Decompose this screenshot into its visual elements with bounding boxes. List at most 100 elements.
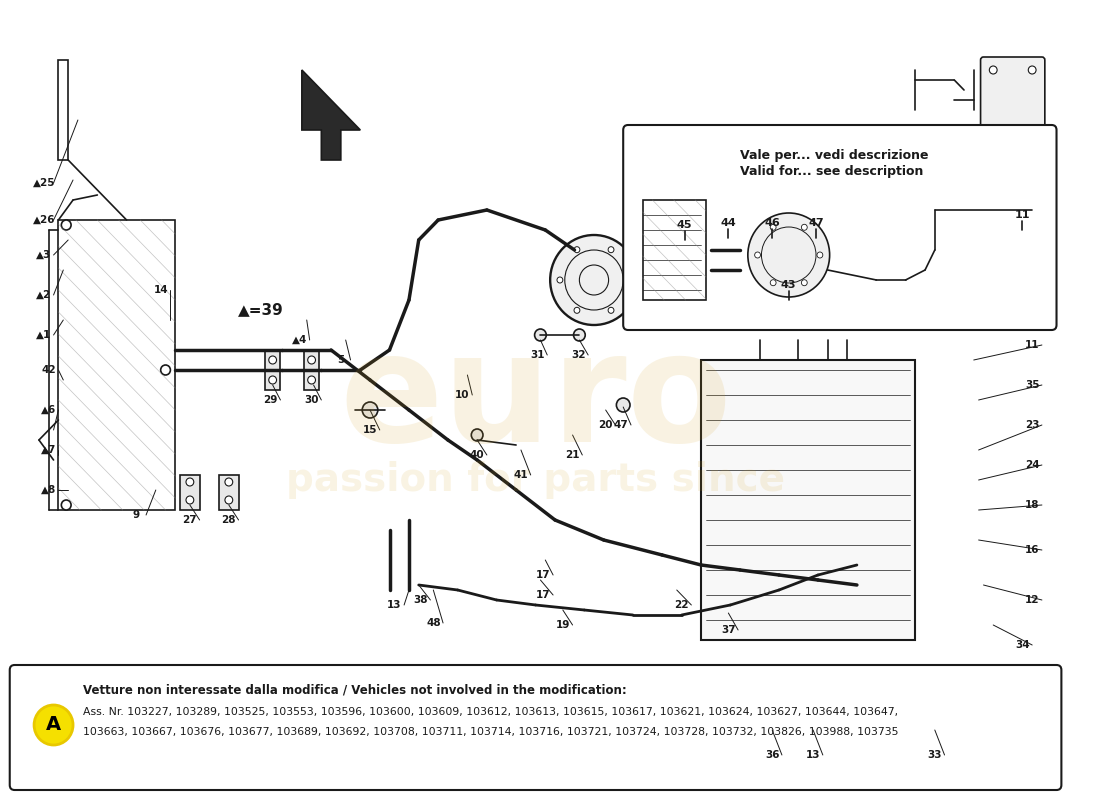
Circle shape (471, 429, 483, 441)
Text: ▲2: ▲2 (36, 290, 52, 300)
Circle shape (989, 126, 997, 134)
Text: ▲7: ▲7 (41, 445, 56, 455)
Circle shape (573, 329, 585, 341)
Text: passion for parts since: passion for parts since (286, 461, 785, 499)
Text: 12: 12 (1025, 595, 1040, 605)
Text: 19: 19 (556, 620, 570, 630)
Circle shape (574, 246, 580, 253)
Text: 17: 17 (536, 590, 551, 600)
Text: Vetture non interessate dalla modifica / Vehicles not involved in the modificati: Vetture non interessate dalla modifica /… (82, 683, 627, 697)
Text: 47: 47 (614, 420, 628, 430)
Text: 28: 28 (221, 515, 236, 525)
Text: 17: 17 (536, 570, 551, 580)
Circle shape (535, 329, 547, 341)
Circle shape (224, 496, 233, 504)
Text: ▲3: ▲3 (36, 250, 52, 260)
Text: 46: 46 (764, 218, 780, 228)
Text: 21: 21 (565, 450, 580, 460)
Text: 20: 20 (598, 420, 613, 430)
Text: 45: 45 (676, 220, 692, 230)
Circle shape (802, 280, 807, 286)
Circle shape (608, 307, 614, 314)
Text: 23: 23 (1025, 420, 1040, 430)
Circle shape (1028, 126, 1036, 134)
Circle shape (817, 252, 823, 258)
Bar (642, 200, 706, 300)
Text: 36: 36 (764, 750, 780, 760)
Circle shape (574, 307, 580, 314)
Text: ▲8: ▲8 (41, 485, 56, 495)
Circle shape (161, 365, 170, 375)
Text: 33: 33 (927, 750, 942, 760)
FancyBboxPatch shape (180, 475, 199, 510)
Text: 27: 27 (183, 515, 197, 525)
Text: 9: 9 (133, 510, 140, 520)
Bar (58, 60, 68, 160)
Circle shape (268, 356, 276, 364)
Text: 41: 41 (514, 470, 528, 480)
Text: euro: euro (339, 326, 732, 474)
Text: ▲=39: ▲=39 (238, 302, 284, 318)
Text: 47: 47 (808, 218, 824, 228)
Text: ▲26: ▲26 (33, 215, 55, 225)
Circle shape (268, 376, 276, 384)
Text: Vale per... vedi descrizione: Vale per... vedi descrizione (740, 149, 928, 162)
Circle shape (550, 235, 638, 325)
FancyBboxPatch shape (219, 475, 239, 510)
Text: ▲4: ▲4 (293, 335, 308, 345)
Text: 42: 42 (42, 365, 56, 375)
Circle shape (989, 66, 997, 74)
Text: 22: 22 (674, 600, 689, 610)
Text: ▲1: ▲1 (36, 330, 52, 340)
Text: 31: 31 (530, 350, 544, 360)
Text: Valid for... see description: Valid for... see description (740, 166, 923, 178)
Text: Ass. Nr. 103227, 103289, 103525, 103553, 103596, 103600, 103609, 103612, 103613,: Ass. Nr. 103227, 103289, 103525, 103553,… (82, 707, 898, 717)
FancyBboxPatch shape (980, 57, 1045, 143)
Text: 103663, 103667, 103676, 103677, 103689, 103692, 103708, 103711, 103714, 103716, : 103663, 103667, 103676, 103677, 103689, … (82, 727, 899, 737)
Circle shape (608, 246, 614, 253)
Text: 35: 35 (1025, 380, 1040, 390)
Circle shape (34, 705, 73, 745)
Circle shape (755, 252, 760, 258)
Circle shape (625, 277, 631, 283)
Text: A: A (46, 715, 62, 734)
Circle shape (770, 280, 777, 286)
Text: 38: 38 (414, 595, 428, 605)
Text: ▲6: ▲6 (41, 405, 56, 415)
Text: 29: 29 (264, 395, 278, 405)
Circle shape (62, 500, 72, 510)
FancyBboxPatch shape (10, 665, 1062, 790)
Text: 16: 16 (1025, 545, 1040, 555)
Text: 13: 13 (387, 600, 402, 610)
Text: 5: 5 (338, 355, 344, 365)
Circle shape (748, 213, 829, 297)
Text: 44: 44 (720, 218, 736, 228)
Circle shape (224, 478, 233, 486)
Text: 13: 13 (806, 750, 821, 760)
FancyBboxPatch shape (624, 125, 1056, 330)
FancyBboxPatch shape (701, 360, 915, 640)
Circle shape (308, 356, 316, 364)
Circle shape (308, 376, 316, 384)
Text: 11: 11 (1025, 340, 1040, 350)
Circle shape (770, 224, 777, 230)
Text: 34: 34 (1015, 640, 1030, 650)
Text: 14: 14 (153, 285, 168, 295)
Circle shape (802, 224, 807, 230)
Text: ▲25: ▲25 (33, 178, 55, 188)
Text: 18: 18 (1025, 500, 1040, 510)
Text: 48: 48 (426, 618, 441, 628)
Circle shape (557, 277, 563, 283)
Text: 40: 40 (470, 450, 484, 460)
FancyBboxPatch shape (304, 350, 319, 390)
Text: 30: 30 (305, 395, 319, 405)
Text: 10: 10 (455, 390, 470, 400)
Text: 11: 11 (1014, 210, 1031, 220)
Circle shape (616, 398, 630, 412)
Text: 15: 15 (363, 425, 377, 435)
Text: 32: 32 (571, 350, 585, 360)
FancyBboxPatch shape (265, 350, 280, 390)
Circle shape (62, 220, 72, 230)
Polygon shape (301, 70, 361, 160)
Circle shape (362, 402, 377, 418)
